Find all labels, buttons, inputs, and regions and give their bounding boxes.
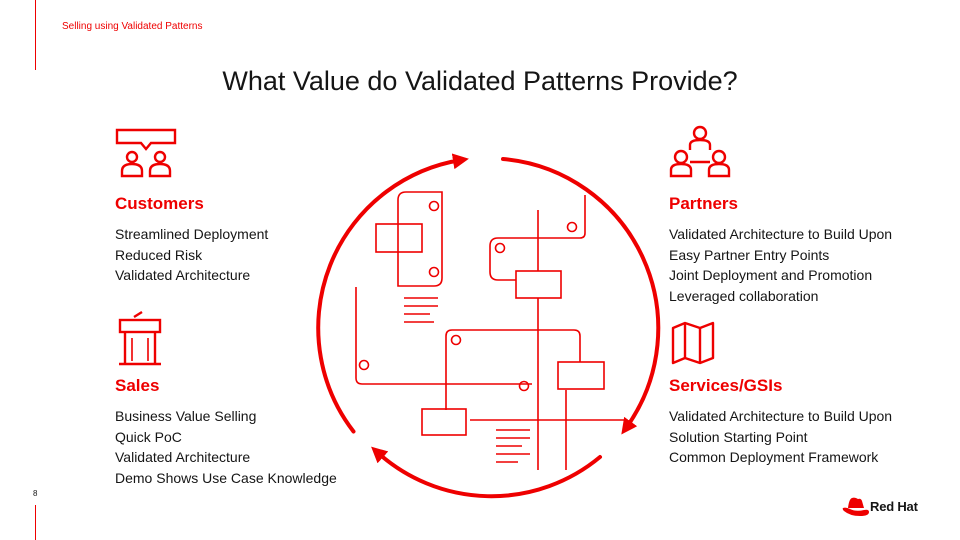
page-title: What Value do Validated Patterns Provide… bbox=[222, 66, 738, 96]
red-hat-logo: Red Hat bbox=[842, 494, 932, 520]
list-item: Joint Deployment and Promotion bbox=[669, 267, 873, 283]
customers-heading: Customers bbox=[115, 194, 204, 213]
brand-name: Red Hat bbox=[870, 499, 918, 514]
list-item: Streamlined Deployment bbox=[115, 226, 269, 242]
sales-block: Sales Business Value Selling Quick PoC V… bbox=[115, 376, 337, 488]
list-item: Reduced Risk bbox=[115, 246, 203, 263]
customers-block: Customers Streamlined Deployment Reduced… bbox=[115, 194, 268, 286]
list-item: Business Value Selling bbox=[115, 408, 257, 424]
list-item: Validated Architecture bbox=[115, 267, 251, 283]
section-label: Selling using Validated Patterns bbox=[62, 21, 203, 32]
list-item: Quick PoC bbox=[115, 428, 182, 445]
cycle-arrow-bottom bbox=[371, 446, 602, 499]
list-item: Demo Shows Use Case Knowledge bbox=[115, 469, 337, 486]
cycle-arrow-top-left bbox=[316, 153, 469, 434]
speech-bubble-people-icon bbox=[115, 128, 177, 178]
services-block: Services/GSIs Validated Architecture to … bbox=[669, 376, 892, 468]
list-item: Common Deployment Framework bbox=[669, 449, 879, 465]
page-number: 8 bbox=[33, 489, 38, 498]
map-icon bbox=[671, 321, 715, 365]
bottom-accent-line bbox=[35, 505, 36, 540]
list-item: Validated Architecture bbox=[115, 449, 251, 465]
cycle-arrow-top-right bbox=[501, 157, 661, 435]
partners-heading: Partners bbox=[669, 194, 738, 213]
sales-heading: Sales bbox=[115, 376, 160, 395]
list-item: Validated Architecture to Build Upon bbox=[669, 408, 893, 424]
services-heading: Services/GSIs bbox=[669, 376, 783, 395]
list-item: Easy Partner Entry Points bbox=[669, 246, 830, 263]
podium-icon bbox=[118, 310, 162, 366]
top-accent-line bbox=[35, 0, 36, 70]
list-item: Validated Architecture to Build Upon bbox=[669, 226, 893, 242]
red-hat-icon bbox=[842, 497, 869, 516]
list-item: Leveraged collaboration bbox=[669, 287, 819, 304]
partners-block: Partners Validated Architecture to Build… bbox=[669, 194, 892, 306]
connected-people-icon bbox=[669, 125, 731, 178]
list-item: Solution Starting Point bbox=[669, 428, 808, 445]
